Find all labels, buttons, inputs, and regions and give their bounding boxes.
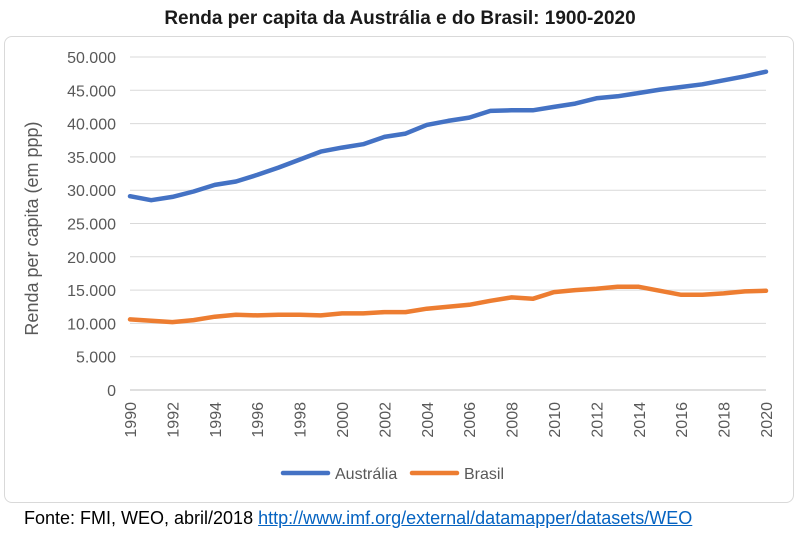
y-tick-label: 35.000 (67, 150, 116, 167)
x-tick-label: 2006 (462, 402, 479, 438)
y-tick-label: 20.000 (67, 250, 116, 267)
x-tick-label: 2004 (420, 402, 437, 438)
source-text: Fonte: FMI, WEO, abril/2018 (24, 508, 259, 528)
y-tick-label: 45.000 (67, 83, 116, 100)
y-tick-label: 15.000 (67, 283, 116, 300)
source-note: Fonte: FMI, WEO, abril/2018 http://www.i… (24, 508, 692, 529)
y-tick-label: 25.000 (67, 217, 116, 234)
x-tick-label: 2020 (759, 402, 776, 438)
x-tick-label: 2010 (547, 402, 564, 438)
source-link[interactable]: http://www.imf.org/external/datamapper/d… (258, 508, 693, 528)
series-line-brasil (127, 284, 769, 325)
series-line-austrlia (127, 69, 769, 203)
x-tick-label: 2014 (632, 402, 649, 438)
y-tick-label: 5.000 (76, 350, 116, 367)
y-axis-label: Renda per capita (em ppp) (22, 121, 42, 335)
x-tick-label: 1994 (208, 402, 225, 438)
y-tick-label: 40.000 (67, 117, 116, 134)
x-tick-label: 2008 (505, 402, 522, 438)
y-tick-label: 50.000 (67, 50, 116, 67)
y-tick-label: 30.000 (67, 183, 116, 200)
x-tick-label: 2002 (377, 402, 394, 438)
y-tick-label: 0 (107, 383, 116, 400)
legend-label: Austrália (335, 466, 397, 483)
x-tick-label: 2018 (717, 402, 734, 438)
x-tick-label: 2016 (674, 402, 691, 438)
x-tick-label: 2012 (589, 402, 606, 438)
x-tick-label: 2000 (335, 402, 352, 438)
x-tick-label: 1990 (123, 402, 140, 438)
legend-label: Brasil (464, 466, 504, 483)
x-tick-label: 1998 (293, 402, 310, 438)
chart-title: Renda per capita da Austrália e do Brasi… (164, 8, 636, 29)
x-tick-label: 1996 (250, 402, 267, 438)
y-tick-label: 10.000 (67, 316, 116, 333)
chart-frame (4, 36, 794, 503)
x-tick-label: 1992 (165, 402, 182, 438)
